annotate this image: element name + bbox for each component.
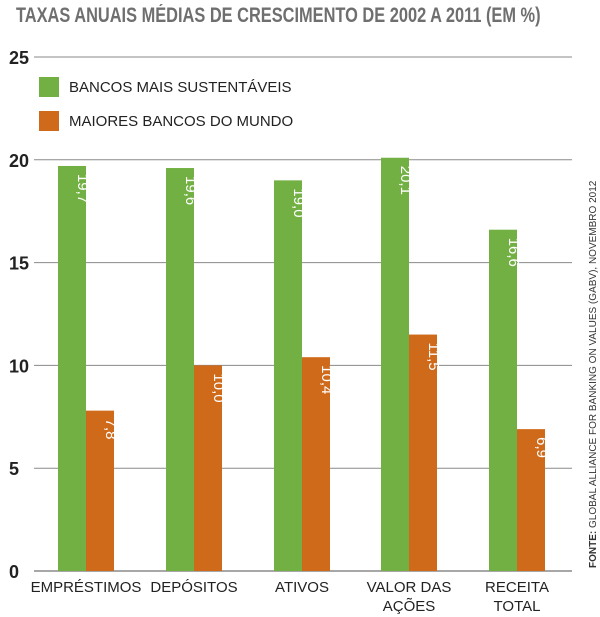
bar [86, 410, 114, 571]
data-label: 7,8 [102, 419, 119, 440]
bar [489, 229, 517, 572]
x-category-label: ATIVOS [275, 579, 329, 596]
x-category-label: DEPÓSITOS [150, 579, 237, 596]
y-tick-label: 0 [9, 562, 19, 582]
x-category-label: EMPRÉSTIMOS [31, 579, 142, 596]
data-label: 19,7 [74, 174, 91, 203]
legend-swatch [39, 111, 59, 131]
chart-title: TAXAS ANUAIS MÉDIAS DE CRESCIMENTO DE 20… [16, 4, 541, 27]
y-tick-label: 20 [9, 151, 29, 171]
data-label: 20,1 [397, 166, 414, 195]
data-label: 19,6 [182, 176, 199, 205]
bar [194, 365, 222, 571]
y-tick-label: 5 [9, 459, 19, 479]
legend-label: BANCOS MAIS SUSTENTÁVEIS [69, 79, 292, 96]
y-tick-label: 15 [9, 254, 29, 274]
x-category-label: TOTAL [494, 598, 541, 615]
bar [302, 357, 330, 571]
y-tick-label: 25 [9, 48, 29, 68]
bar [517, 429, 545, 571]
data-label: 19,0 [290, 188, 307, 217]
data-label: 10,4 [318, 365, 335, 394]
bar [166, 168, 194, 572]
data-label: 11,5 [425, 343, 442, 371]
data-label: 6,9 [533, 437, 550, 458]
source-label: FONTE: [588, 530, 599, 568]
data-label: 16,6 [505, 238, 522, 267]
x-category-label: AÇÕES [383, 598, 436, 615]
x-category-label: VALOR DAS [367, 579, 452, 596]
bar [274, 180, 302, 572]
legend-label: MAIORES BANCOS DO MUNDO [69, 113, 293, 130]
source-text: GLOBAL ALLIANCE FOR BANKING ON VALUES (G… [588, 180, 599, 528]
bar [409, 334, 437, 571]
source-note: FONTE: GLOBAL ALLIANCE FOR BANKING ON VA… [588, 181, 599, 568]
legend-swatch [39, 77, 59, 97]
data-label: 10,0 [210, 373, 227, 402]
y-tick-label: 10 [9, 356, 29, 376]
x-category-label: RECEITA [485, 579, 549, 596]
bar [381, 157, 409, 571]
bar [58, 165, 86, 571]
